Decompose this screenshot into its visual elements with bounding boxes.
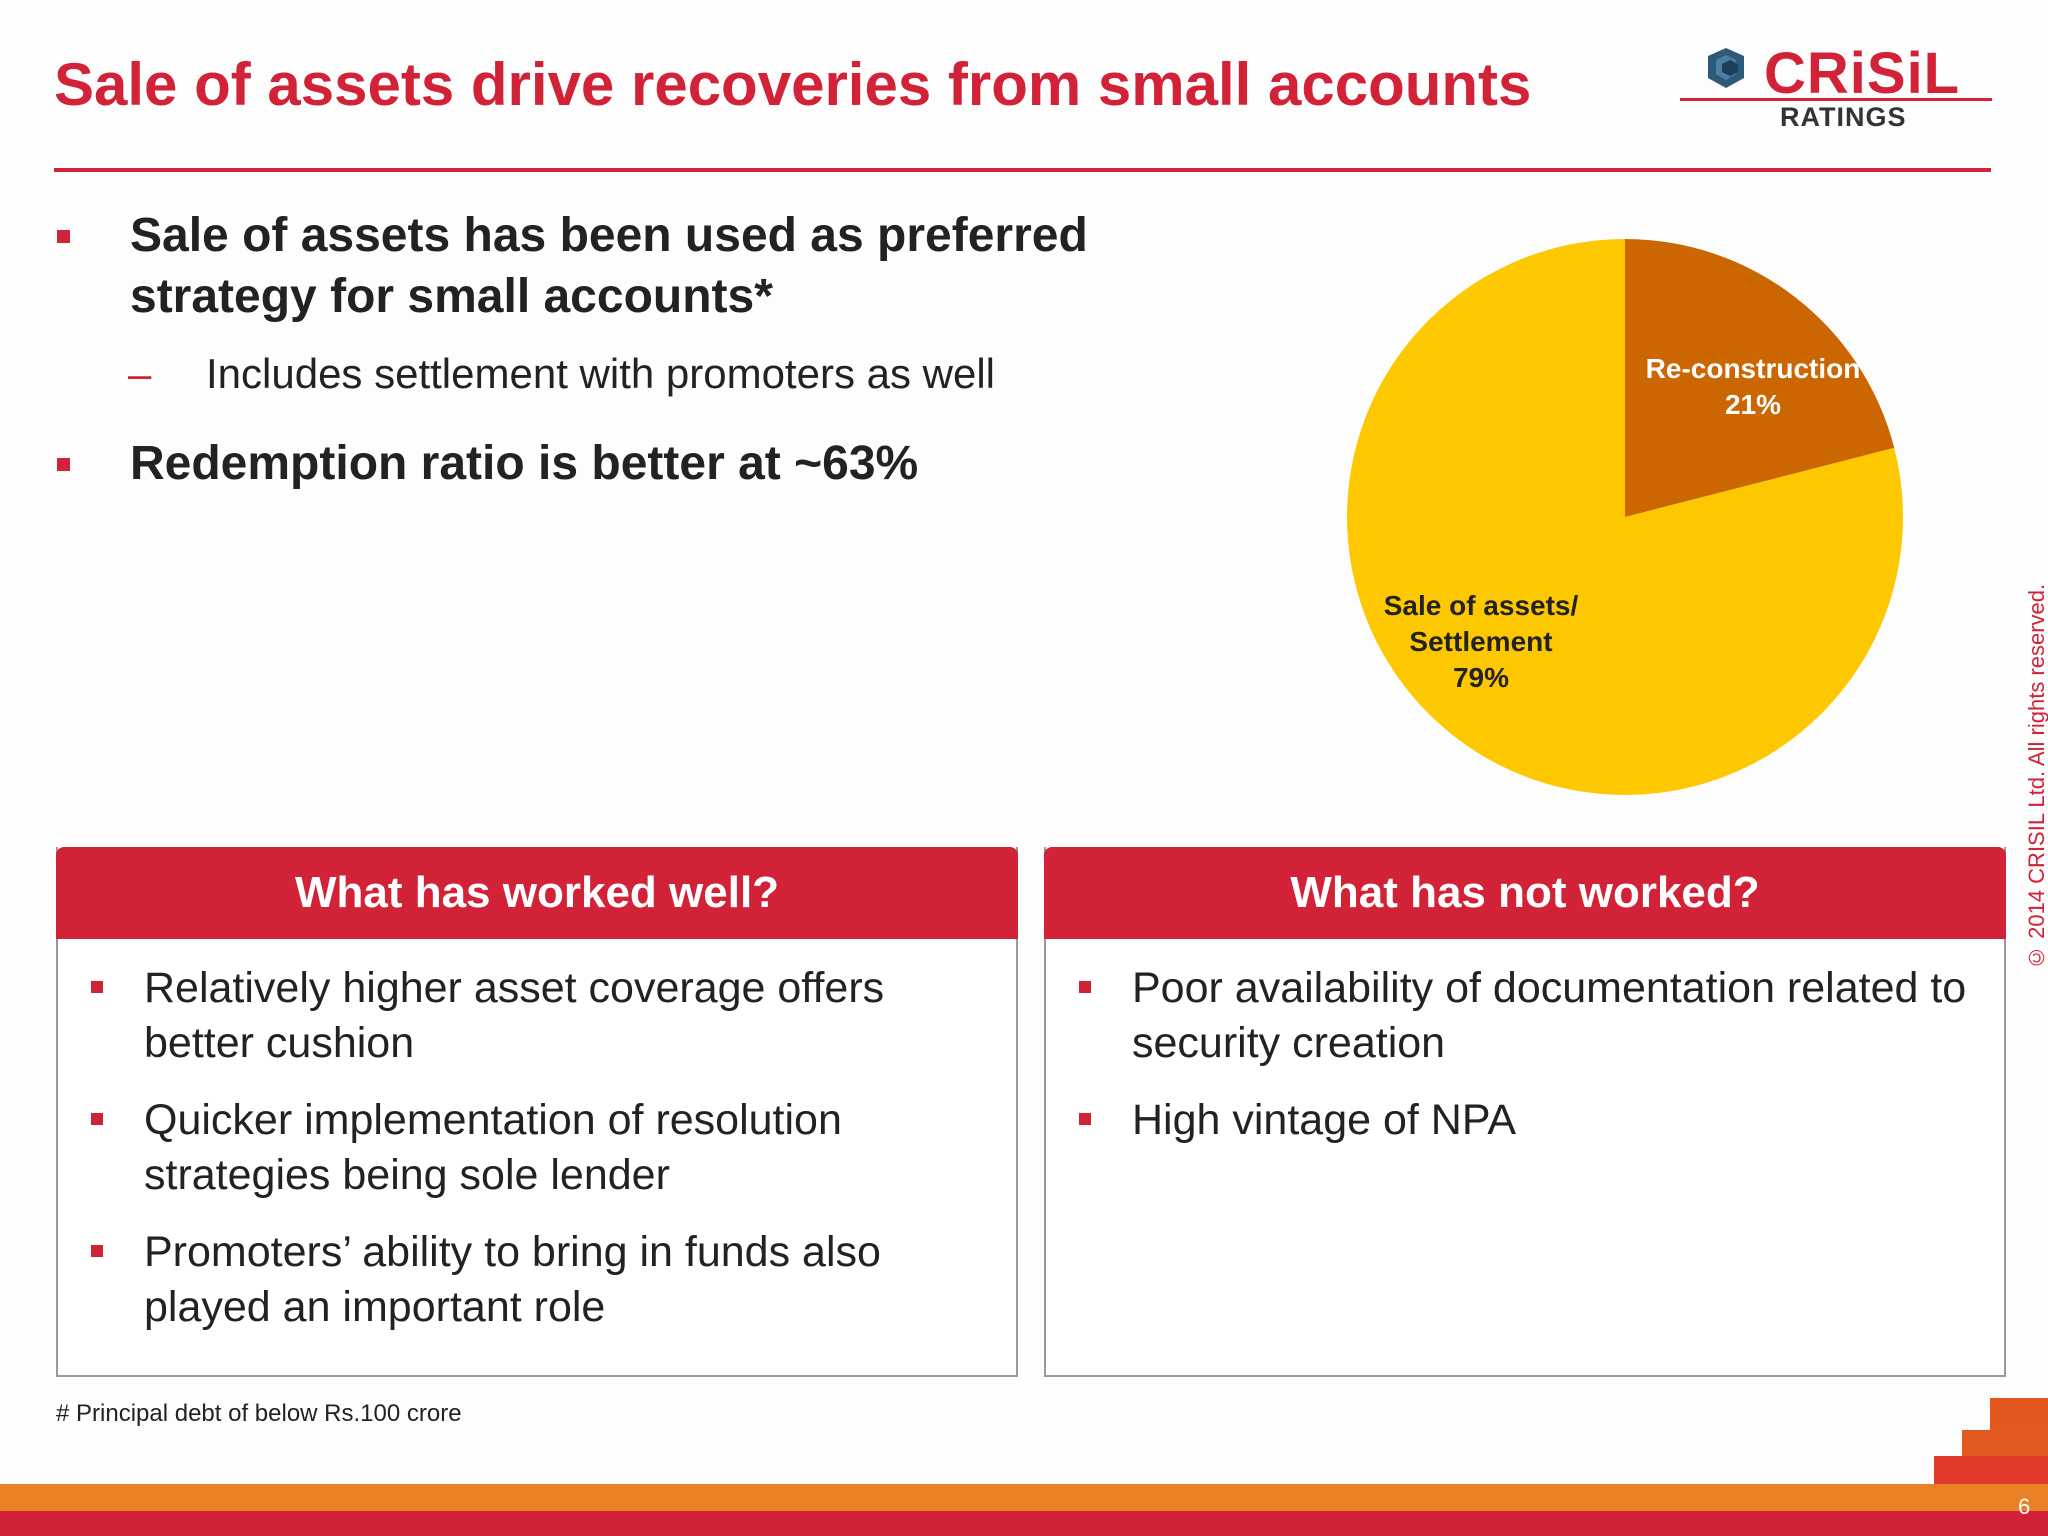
list-item-text: High vintage of NPA	[1132, 1096, 1517, 1144]
pie-slice-label: Sale of assets/Settlement 79%	[1384, 590, 1579, 693]
list-item: High vintage of NPA	[1076, 1093, 1974, 1148]
pie-chart: Re-construction 21% Sale of assets/Settlem…	[1347, 238, 1903, 795]
list-item: Poor availability of documentation relat…	[1076, 961, 1974, 1071]
panel-heading: What has not worked?	[1044, 847, 2006, 939]
page-number: 6	[2018, 1494, 2031, 1519]
logo-underline	[1680, 98, 1992, 101]
title-divider	[54, 168, 1991, 172]
list-item: Quicker implementation of resolution str…	[88, 1093, 986, 1203]
list-item-text: Poor availability of documentation relat…	[1132, 964, 1967, 1067]
bottom-color-bar	[0, 1484, 2048, 1536]
bullet-square-icon	[1079, 1113, 1091, 1125]
dash-icon: –	[128, 350, 152, 397]
bullet-square-icon	[91, 1245, 103, 1257]
decorative-step	[1934, 1456, 2048, 1484]
list-item-text: Quicker implementation of resolution str…	[144, 1096, 842, 1199]
pie-slice	[1625, 239, 1895, 517]
worked-well-list: Relatively higher asset coverage offers …	[58, 939, 1016, 1335]
bullet-item: Sale of assets has been used as preferre…	[54, 205, 1114, 327]
copyright-notice: © 2014 CRISIL Ltd. All rights reserved.	[2024, 583, 2048, 970]
bullet-square-icon	[91, 1113, 103, 1125]
list-item-text: Relatively higher asset coverage offers …	[144, 964, 885, 1067]
main-bullets: Sale of assets has been used as preferre…	[54, 205, 1114, 494]
bullet-square-icon	[1079, 981, 1091, 993]
not-worked-list: Poor availability of documentation relat…	[1046, 939, 2004, 1148]
logo-wordmark: CRiSiL	[1764, 41, 1961, 106]
sub-bullet-item: – Includes settlement with promoters as …	[54, 345, 1114, 403]
crisil-logo: CRiSiL RATINGS	[1680, 42, 1992, 132]
bullet-item: Redemption ratio is better at ~63%	[54, 433, 1114, 494]
panel-heading: What has worked well?	[56, 847, 1018, 939]
pie-slice-label: Re-construction 21%	[1646, 353, 1861, 420]
bullet-text: Sale of assets has been used as preferre…	[130, 209, 1088, 323]
bullet-square-icon	[57, 458, 70, 471]
bullet-text: Redemption ratio is better at ~63%	[130, 437, 919, 490]
logo-cube-icon	[1708, 48, 1744, 88]
list-item: Promoters’ ability to bring in funds als…	[88, 1225, 986, 1335]
footnote: # Principal debt of below Rs.100 crore	[56, 1400, 462, 1427]
list-item: Relatively higher asset coverage offers …	[88, 961, 986, 1071]
bullet-square-icon	[57, 230, 70, 243]
not-worked-panel: What has not worked? Poor availability o…	[1044, 847, 2006, 1377]
pie-slice	[1347, 238, 1903, 795]
logo-subtitle: RATINGS	[1780, 102, 1907, 132]
bullet-square-icon	[91, 981, 103, 993]
worked-well-panel: What has worked well? Relatively higher …	[56, 847, 1018, 1377]
list-item-text: Promoters’ ability to bring in funds als…	[144, 1228, 881, 1331]
sub-bullet-text: Includes settlement with promoters as we…	[206, 350, 995, 397]
slide-title: Sale of assets drive recoveries from sma…	[54, 51, 1532, 118]
